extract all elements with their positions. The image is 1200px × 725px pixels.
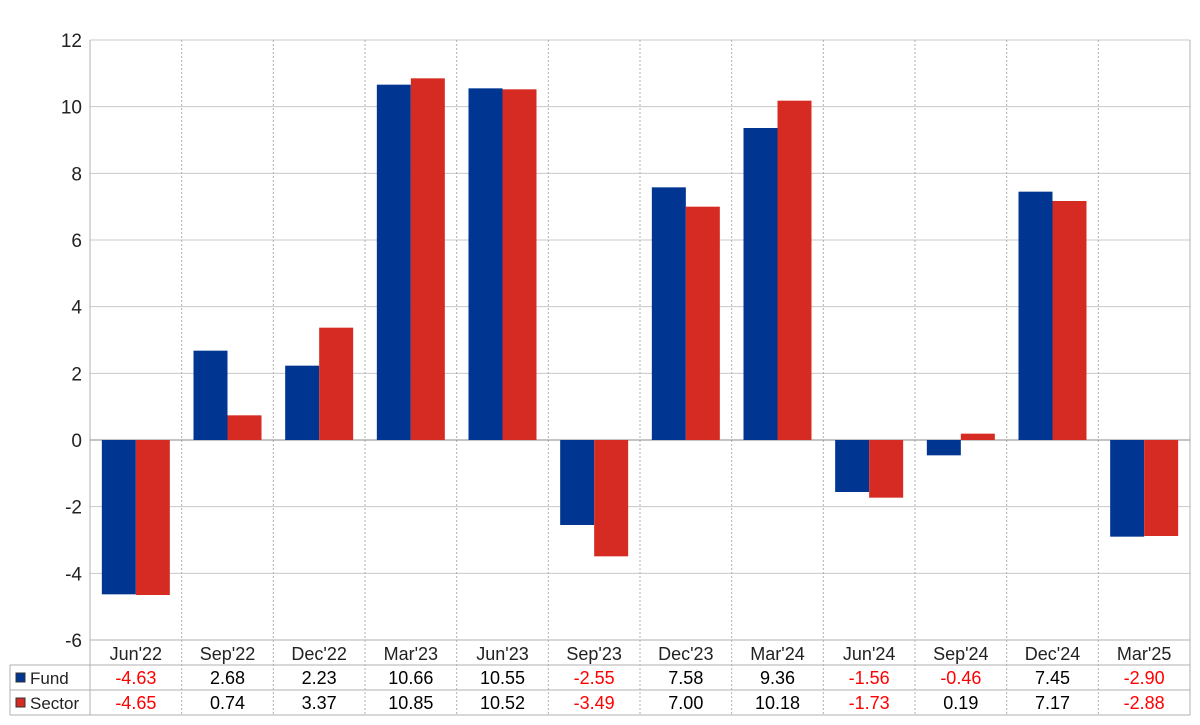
data-label: 0.19: [943, 693, 978, 713]
bar-fund: [651, 187, 686, 440]
x-tick-label: Jun'24: [843, 644, 895, 664]
bar-fund: [376, 84, 411, 441]
bar-sector: [594, 440, 629, 557]
y-tick-label: 4: [71, 298, 82, 319]
x-tick-label: Mar'25: [1117, 644, 1171, 664]
data-label: 9.36: [760, 668, 795, 688]
bar-fund: [1018, 191, 1053, 440]
data-label: 7.17: [1035, 693, 1070, 713]
data-label: -1.56: [849, 668, 890, 688]
data-label: 2.23: [302, 668, 337, 688]
data-label: -4.65: [115, 693, 156, 713]
data-label: 10.55: [480, 668, 525, 688]
bar-fund: [193, 350, 228, 440]
data-label: 10.66: [388, 668, 433, 688]
legend-swatch-sector: [15, 697, 26, 708]
legend-label: Sector: [30, 694, 79, 713]
data-label: 3.37: [302, 693, 337, 713]
data-label: 7.00: [668, 693, 703, 713]
x-tick-label: Sep'24: [933, 644, 989, 664]
bar-fund: [468, 88, 503, 440]
data-label: 0.74: [210, 693, 245, 713]
y-tick-label: 8: [71, 164, 82, 185]
bar-sector: [960, 433, 995, 440]
data-label: 10.18: [755, 693, 800, 713]
y-tick-label: -2: [65, 498, 82, 519]
legend-swatch-fund: [15, 672, 26, 683]
y-tick-label: 10: [61, 98, 82, 119]
data-label: 10.52: [480, 693, 525, 713]
bar-sector: [777, 100, 812, 441]
y-tick-label: 12: [61, 31, 82, 52]
data-label: 7.45: [1035, 668, 1070, 688]
data-label: -2.88: [1124, 693, 1165, 713]
data-label: -1.73: [849, 693, 890, 713]
bar-fund: [743, 128, 778, 440]
y-tick-label: 6: [71, 231, 82, 252]
bar-sector: [135, 440, 170, 595]
bar-sector: [869, 440, 904, 498]
x-tick-label: Jun'22: [110, 644, 162, 664]
bar-fund: [835, 440, 870, 492]
bar-fund: [101, 440, 136, 595]
x-tick-label: Mar'24: [750, 644, 804, 664]
data-table: Jun'22 Sep'22 Dec'22 Mar'23 Jun'23 Sep'23 Dec'…: [9, 639, 1190, 716]
y-tick-label: -6: [65, 631, 82, 652]
y-tick-label: 2: [71, 364, 82, 385]
data-label: 7.58: [668, 668, 703, 688]
y-tick-label: 0: [71, 431, 82, 452]
bar-sector: [227, 415, 262, 440]
data-label: -2.90: [1124, 668, 1165, 688]
data-label: -3.49: [574, 693, 615, 713]
data-label: 10.85: [388, 693, 433, 713]
bar-sector: [410, 78, 445, 440]
bar-fund: [926, 440, 961, 456]
y-axis: -6 -4 -2 0 2 4 6 8 10 12: [61, 31, 83, 652]
data-label: -4.63: [115, 668, 156, 688]
bar-sector: [1144, 440, 1179, 536]
bar-sector: [1052, 201, 1087, 440]
bar-sector: [685, 206, 720, 440]
x-tick-label: Mar'23: [384, 644, 438, 664]
bar-sector: [319, 327, 354, 440]
bar-fund: [560, 440, 595, 525]
x-tick-label: Sep'23: [566, 644, 622, 664]
grid-lines: [89, 39, 1191, 715]
data-label: -2.55: [574, 668, 615, 688]
bars: [101, 78, 1179, 595]
x-tick-label: Dec'22: [291, 644, 346, 664]
x-tick-label: Sep'22: [200, 644, 256, 664]
bar-sector: [502, 89, 537, 440]
bar-fund: [1110, 440, 1145, 537]
x-tick-label: Jun'23: [476, 644, 528, 664]
y-tick-label: -4: [65, 564, 82, 585]
bar-fund: [285, 365, 320, 440]
data-label: 2.68: [210, 668, 245, 688]
data-label: -0.46: [940, 668, 981, 688]
legend-label: Fund: [30, 669, 69, 688]
x-tick-label: Dec'23: [658, 644, 713, 664]
x-tick-label: Dec'24: [1025, 644, 1080, 664]
